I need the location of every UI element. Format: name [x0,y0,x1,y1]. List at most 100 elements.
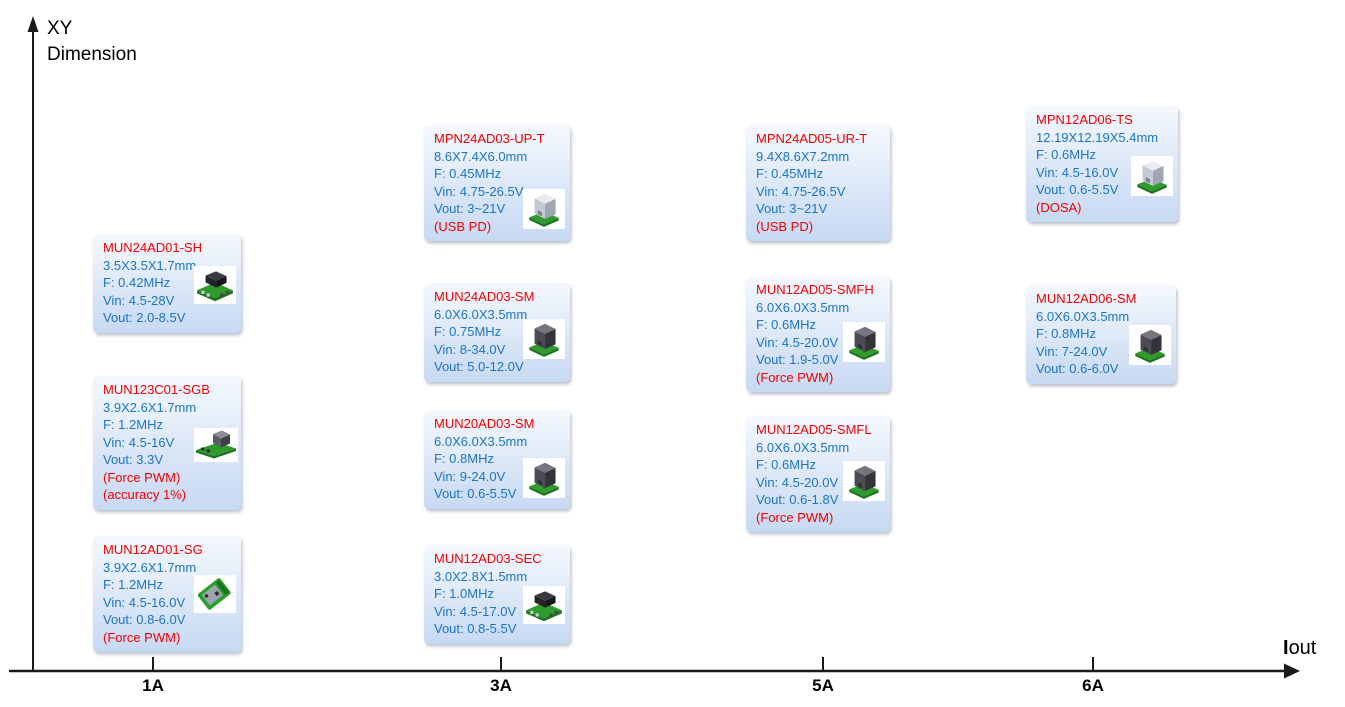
spec-vout: Vout: 0.6-5.5V [434,486,517,501]
product-photo [1131,156,1173,196]
product-card: MPN12AD06-TS 12.19X12.19X5.4mm F: 0.6MHz… [1026,106,1178,222]
part-number: MUN123C01-SGB [103,382,210,397]
spec-vout: Vout: 0.8-6.0V [103,612,186,627]
y-axis-label: XY Dimension [47,16,137,68]
spec-vout: Vout: 5.0-12.0V [434,359,524,374]
y-axis-label-line2: Dimension [47,44,137,65]
part-number: MUN20AD03-SM [434,416,535,431]
spec-frequency: F: 0.45MHz [756,166,824,181]
feature-note: (USB PD) [434,218,492,234]
x-axis-arrowhead [1284,663,1300,679]
product-card: MUN12AD05-SMFH 6.0X6.0X3.5mm F: 0.6MHz V… [746,276,890,392]
spec-vin: Vin: 7-24.0V [1036,343,1108,359]
product-photo [523,458,565,498]
spec-vin: Vin: 4.5-16V [103,434,175,450]
part-number: MPN24AD03-UP-T [434,131,545,146]
x-axis-label-bold: I [1283,637,1289,659]
x-tick-label-3a: 3A [490,676,512,695]
part-number: MUN12AD01-SG [103,542,203,557]
spec-vin: Vin: 4.75-26.5V [756,183,846,199]
spec-frequency: F: 0.6MHz [756,457,816,472]
spec-frequency: F: 1.2MHz [103,577,163,592]
spec-vin: Vin: 4.75-26.5V [434,183,524,199]
spec-size: 9.4X8.6X7.2mm [756,148,850,164]
part-number: MUN12AD05-SMFL [756,422,872,437]
spec-size: 3.5X3.5X1.7mm [103,257,197,273]
spec-size: 6.0X6.0X3.5mm [434,433,528,449]
spec-vin: Vin: 9-24.0V [434,468,506,484]
part-number: MUN24AD01-SH [103,240,202,255]
product-card: MPN24AD03-UP-T 8.6X7.4X6.0mm F: 0.45MHz … [424,125,570,241]
spec-frequency: F: 0.75MHz [434,324,502,339]
spec-size: 6.0X6.0X3.5mm [756,439,850,455]
product-card: MUN12AD01-SG 3.9X2.6X1.7mm F: 1.2MHz Vin… [93,536,241,652]
feature-note: (accuracy 1%) [103,487,187,502]
part-number: MUN24AD03-SM [434,289,535,304]
spec-frequency: F: 1.2MHz [103,417,163,432]
x-tick-label-6a: 6A [1082,676,1104,695]
spec-vout: Vout: 0.6-1.8V [756,492,839,507]
spec-size: 6.0X6.0X3.5mm [434,306,528,322]
spec-vin: Vin: 4.5-16.0V [1036,164,1119,180]
product-card: MPN24AD05-UR-T 9.4X8.6X7.2mm F: 0.45MHz … [746,125,890,241]
spec-frequency: F: 0.6MHz [1036,147,1096,162]
part-number: MUN12AD03-SEC [434,551,542,566]
product-photo [194,575,236,615]
y-axis-label-line1: XY [47,18,73,39]
feature-note: (Force PWM) [103,629,181,645]
product-card: MUN24AD01-SH 3.5X3.5X1.7mm F: 0.42MHz Vi… [93,234,241,333]
spec-vout: Vout: 0.8-5.5V [434,621,517,636]
feature-note: (Force PWM) [756,369,834,385]
spec-frequency: F: 0.42MHz [103,275,171,290]
product-card: MUN12AD06-SM 6.0X6.0X3.5mm F: 0.8MHz Vin… [1026,285,1176,384]
product-photo [523,586,565,626]
spec-frequency: F: 0.8MHz [434,451,494,466]
spec-vout: Vout: 3~21V [434,201,506,216]
product-photo [843,461,885,501]
spec-vin: Vin: 4.5-20.0V [756,474,839,490]
feature-note: (Force PWM) [756,509,834,525]
feature-note: (USB PD) [756,218,814,234]
product-card: MUN20AD03-SM 6.0X6.0X3.5mm F: 0.8MHz Vin… [424,410,570,509]
product-photo [523,189,565,229]
part-number: MUN12AD06-SM [1036,291,1137,306]
spec-frequency: F: 0.6MHz [756,317,816,332]
product-photo [843,322,885,362]
spec-vin: Vin: 8-34.0V [434,341,506,357]
spec-vout: Vout: 1.9-5.0V [756,352,839,367]
spec-vin: Vin: 4.5-20.0V [756,334,839,350]
x-tick-label-1a: 1A [142,676,164,695]
spec-size: 6.0X6.0X3.5mm [1036,308,1130,324]
spec-vout: Vout: 0.6-5.5V [1036,182,1119,197]
x-tick-label-5a: 5A [812,676,834,695]
spec-vout: Vout: 0.6-6.0V [1036,361,1119,376]
product-card: MUN123C01-SGB 3.9X2.6X1.7mm F: 1.2MHz Vi… [93,376,241,510]
product-photo [194,266,236,306]
feature-note: (DOSA) [1036,199,1082,215]
product-card: MUN24AD03-SM 6.0X6.0X3.5mm F: 0.75MHz Vi… [424,283,570,382]
spec-vout: Vout: 3~21V [756,201,828,216]
product-card: MUN12AD03-SEC 3.0X2.8X1.5mm F: 1.0MHz Vi… [424,545,570,644]
spec-size: 3.9X2.6X1.7mm [103,559,197,575]
product-photo [194,428,238,468]
spec-frequency: F: 0.8MHz [1036,326,1096,341]
x-axis-label: Iout [1283,637,1316,660]
spec-frequency: F: 0.45MHz [434,166,502,181]
spec-vin: Vin: 4.5-17.0V [434,603,517,619]
spec-vin: Vin: 4.5-28V [103,292,175,308]
y-axis-arrowhead [27,16,39,32]
product-photo [1129,325,1171,365]
spec-size: 8.6X7.4X6.0mm [434,148,528,164]
spec-frequency: F: 1.0MHz [434,586,494,601]
spec-size: 6.0X6.0X3.5mm [756,299,850,315]
part-number: MUN12AD05-SMFH [756,282,874,297]
spec-size: 12.19X12.19X5.4mm [1036,129,1159,145]
spec-vin: Vin: 4.5-16.0V [103,594,186,610]
part-number: MPN24AD05-UR-T [756,131,868,146]
part-number: MPN12AD06-TS [1036,112,1133,127]
spec-size: 3.0X2.8X1.5mm [434,568,528,584]
feature-note: (Force PWM) [103,469,181,485]
spec-size: 3.9X2.6X1.7mm [103,399,197,415]
